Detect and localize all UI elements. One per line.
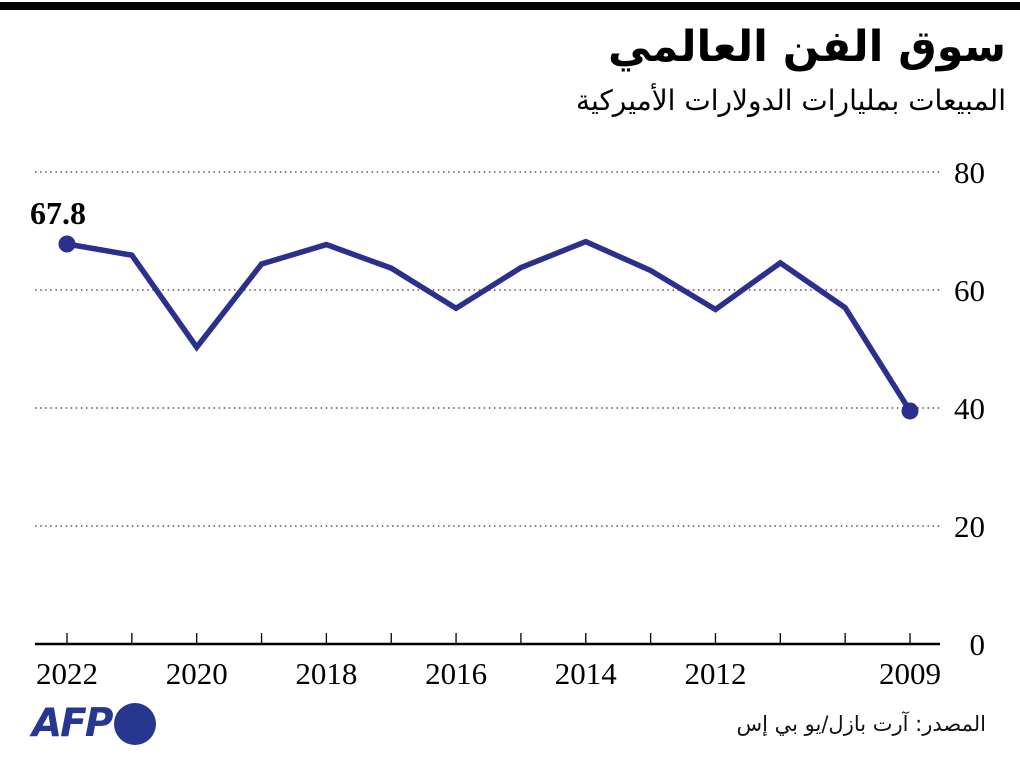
x-axis-label-2018: 2018 [295, 656, 357, 691]
y-axis-label-40: 40 [954, 391, 985, 426]
y-axis-label-60: 60 [954, 273, 985, 308]
series-line [66, 238, 913, 413]
y-axis-label-0: 0 [970, 627, 986, 662]
x-axis-label-2016: 2016 [425, 656, 487, 691]
y-axis-label-20: 20 [954, 509, 985, 544]
afp-logo: AFP [32, 701, 157, 747]
x-axis-label-2022: 2022 [36, 656, 98, 691]
afp-logo-circle-icon [114, 703, 157, 745]
chart-title: سوق الفن العالمي [608, 22, 1006, 72]
point-marker-2009 [901, 402, 919, 420]
afp-logo-text: AFP [32, 701, 113, 746]
x-axis-label-2014: 2014 [555, 656, 618, 691]
chart-subtitle: المبيعات بمليارات الدولارات الأميركية [576, 84, 1006, 117]
top-divider-bar [0, 2, 1020, 10]
source-note: المصدر: آرت بازل/يو بي إس [736, 712, 987, 736]
x-axis-label-2009: 2009 [879, 656, 941, 691]
chart-header: سوق الفن العالمي المبيعات بمليارات الدول… [576, 18, 1006, 120]
x-axis-label-2020: 2020 [166, 656, 228, 691]
point-marker-2022 [58, 235, 76, 253]
value-annotation: 67.8 [30, 195, 86, 231]
x-axis-label-2012: 2012 [684, 656, 746, 691]
y-axis-label-80: 80 [954, 155, 985, 190]
